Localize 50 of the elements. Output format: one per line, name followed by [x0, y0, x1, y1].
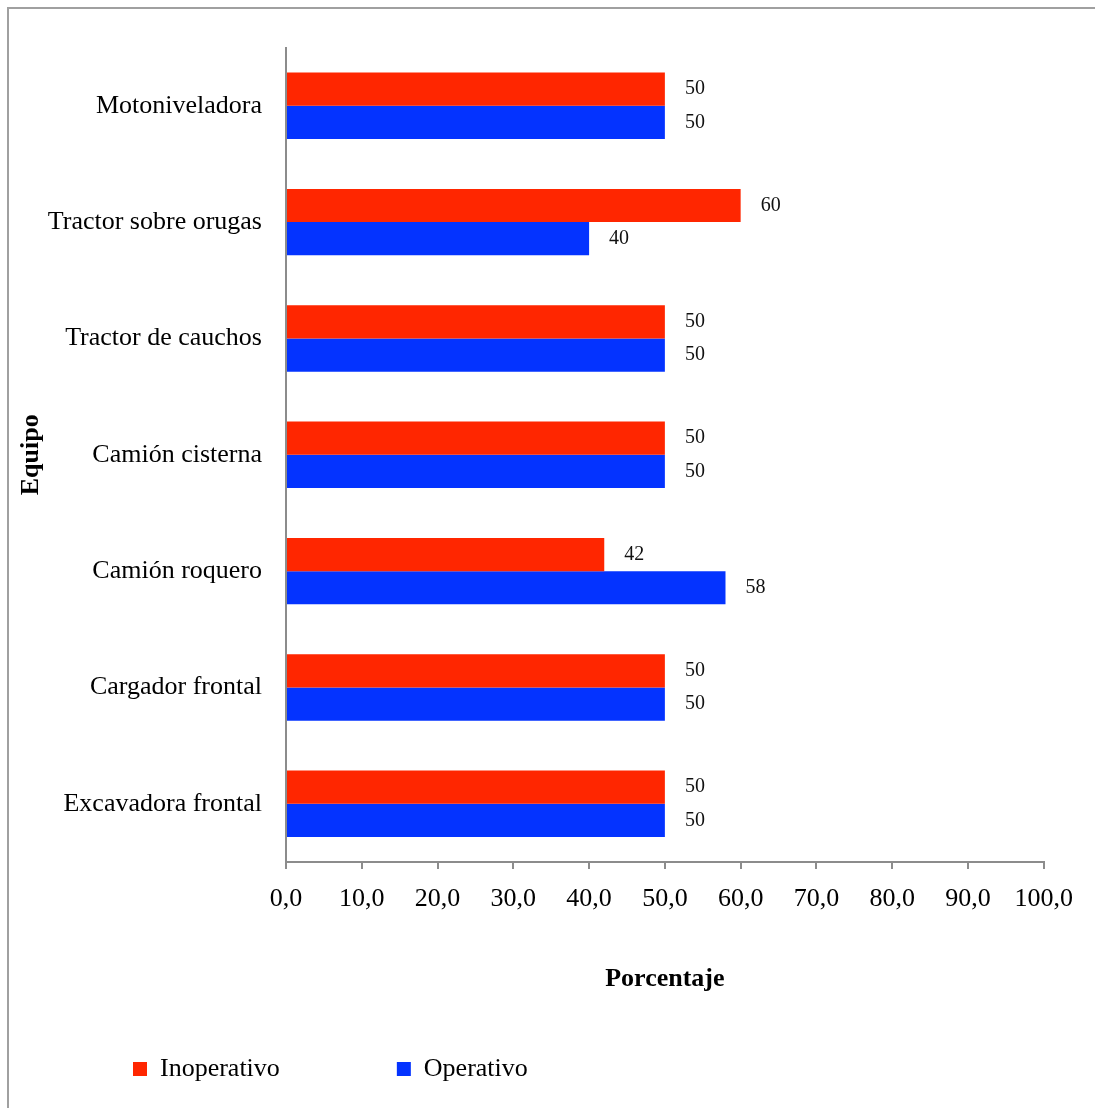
y-tick-label: Excavadora frontal: [63, 787, 262, 817]
data-label: 40: [609, 225, 630, 248]
x-tick-label: 40,0: [566, 883, 612, 913]
data-label: 50: [684, 458, 705, 481]
y-tick-label: Cargador frontal: [89, 671, 262, 701]
x-tick-label: 90,0: [945, 883, 991, 913]
y-tick-label: Tractor sobre orugas: [47, 205, 262, 235]
bar: [287, 305, 665, 339]
y-tick-label: Tractor de cauchos: [65, 322, 262, 352]
data-label: 42: [624, 541, 645, 564]
data-label: 50: [684, 807, 705, 830]
bar: [287, 571, 726, 605]
bar: [287, 803, 665, 838]
bar: [287, 421, 665, 455]
data-label: 50: [684, 425, 705, 448]
data-label: 50: [684, 658, 705, 681]
bar: [287, 537, 605, 572]
x-tick-label: 100,0: [1014, 883, 1073, 913]
y-tick-label: Camión cisterna: [92, 438, 263, 468]
data-label: 50: [684, 309, 705, 332]
x-tick-label: 60,0: [717, 883, 764, 913]
x-tick-label: 30,0: [490, 883, 537, 913]
bar: [287, 72, 665, 106]
data-label: 50: [684, 109, 705, 132]
data-label: 50: [684, 774, 705, 797]
data-label: 50: [684, 342, 705, 365]
data-label: 58: [745, 575, 766, 597]
legend-label: Inoperativo: [160, 1052, 280, 1082]
bar: [287, 454, 665, 489]
data-label: 50: [684, 76, 705, 99]
bar: [287, 687, 665, 721]
bar: [287, 188, 741, 223]
x-tick-label: 0,0: [269, 883, 303, 913]
bar: [287, 222, 590, 256]
data-label: 50: [684, 691, 705, 714]
x-tick-label: 80,0: [869, 883, 915, 913]
bar: [287, 105, 665, 139]
x-tick-label: 50,0: [642, 883, 688, 913]
x-tick-label: 10,0: [339, 883, 385, 913]
legend-label: Operativo: [423, 1052, 528, 1082]
bar: [287, 654, 665, 688]
y-tick-label: Camión roquero: [92, 554, 262, 584]
y-tick-label: Motoniveladora: [95, 89, 263, 119]
x-tick-label: 20,0: [414, 883, 461, 913]
data-label: 60: [760, 192, 781, 215]
y-axis-title: Equipo: [15, 414, 45, 496]
x-tick-label: 70,0: [793, 883, 840, 913]
x-axis-title: Porcentaje: [605, 963, 725, 993]
bar: [287, 338, 665, 372]
bar: [287, 770, 665, 804]
